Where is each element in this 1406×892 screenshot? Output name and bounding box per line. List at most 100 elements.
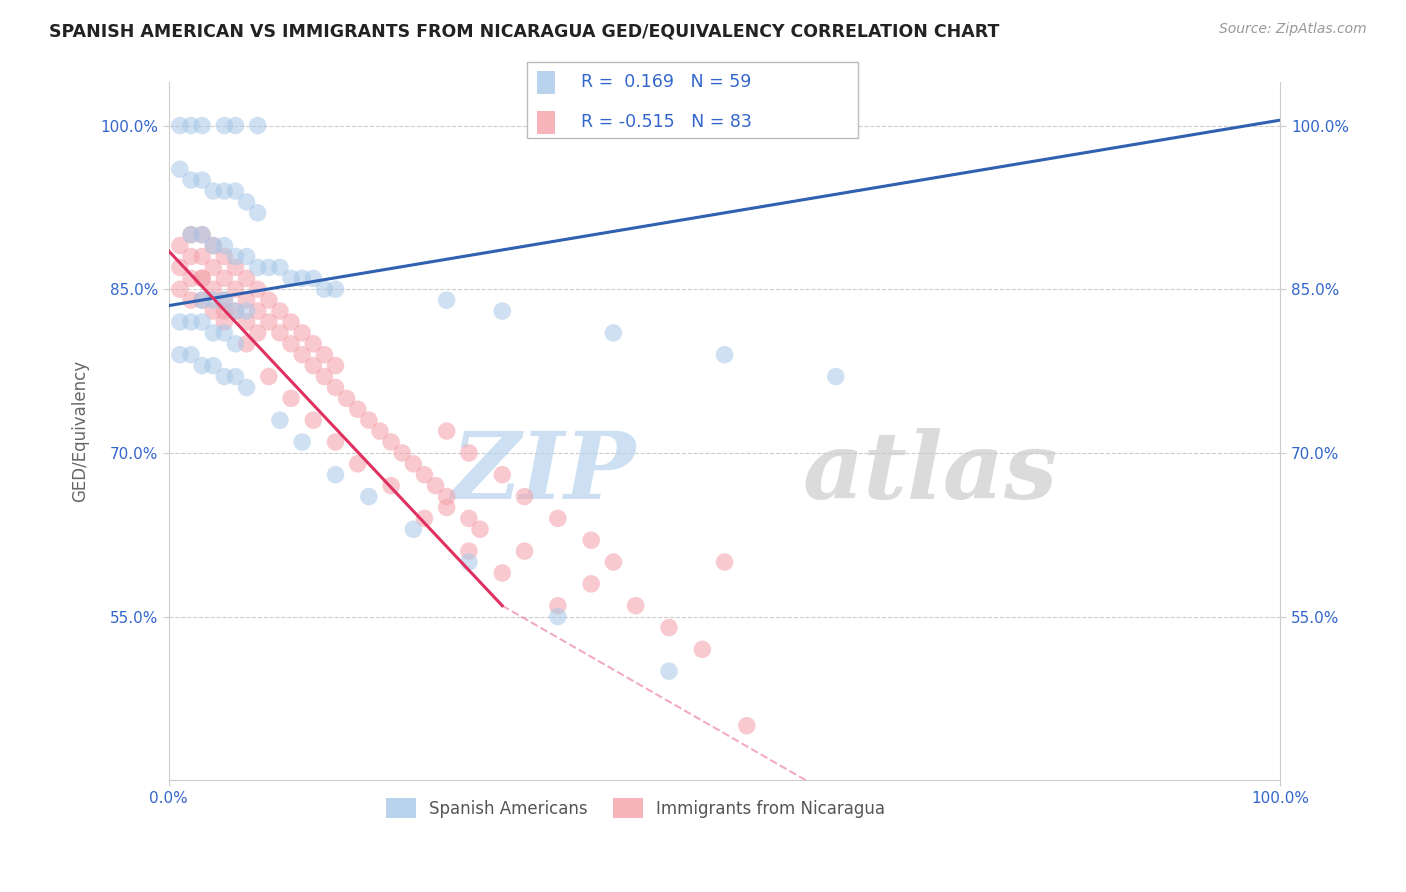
Point xyxy=(169,348,191,362)
Point xyxy=(180,250,202,264)
Point xyxy=(325,435,347,450)
Point xyxy=(246,119,269,133)
Point xyxy=(402,457,425,471)
Point xyxy=(458,446,481,460)
Text: atlas: atlas xyxy=(803,428,1057,518)
Text: SPANISH AMERICAN VS IMMIGRANTS FROM NICARAGUA GED/EQUIVALENCY CORRELATION CHART: SPANISH AMERICAN VS IMMIGRANTS FROM NICA… xyxy=(49,22,1000,40)
Point xyxy=(246,304,269,318)
Point xyxy=(336,392,359,406)
Point xyxy=(513,490,536,504)
Point xyxy=(202,293,225,307)
Point xyxy=(692,642,714,657)
Point xyxy=(224,119,246,133)
Point xyxy=(346,457,368,471)
Point xyxy=(202,304,225,318)
Point xyxy=(224,369,246,384)
Point xyxy=(169,119,191,133)
Point xyxy=(547,609,569,624)
Point xyxy=(224,250,246,264)
Point xyxy=(235,304,257,318)
Point xyxy=(346,402,368,417)
Point xyxy=(202,238,225,252)
Point xyxy=(191,271,214,285)
Point xyxy=(291,326,314,340)
Point xyxy=(214,293,236,307)
Point xyxy=(191,359,214,373)
Point xyxy=(468,522,491,536)
Point xyxy=(436,500,458,515)
Point xyxy=(235,293,257,307)
Point xyxy=(302,271,325,285)
Point xyxy=(368,424,391,438)
Point xyxy=(180,227,202,242)
Point xyxy=(246,260,269,275)
Point xyxy=(169,315,191,329)
Text: R =  0.169   N = 59: R = 0.169 N = 59 xyxy=(581,73,751,91)
Point xyxy=(246,282,269,296)
Point xyxy=(658,621,681,635)
Point xyxy=(169,238,191,252)
Point xyxy=(380,478,402,492)
Point xyxy=(214,119,236,133)
Point xyxy=(191,315,214,329)
Point xyxy=(257,369,280,384)
Point xyxy=(624,599,647,613)
Point xyxy=(191,293,214,307)
Point xyxy=(191,173,214,187)
Point xyxy=(269,260,291,275)
Point xyxy=(280,336,302,351)
Point xyxy=(180,271,202,285)
Point xyxy=(602,326,624,340)
Point xyxy=(214,315,236,329)
Point xyxy=(314,369,336,384)
Point xyxy=(214,184,236,198)
Point xyxy=(191,227,214,242)
Point xyxy=(291,348,314,362)
Point xyxy=(658,664,681,678)
Point xyxy=(269,326,291,340)
Point xyxy=(302,336,325,351)
Point xyxy=(436,424,458,438)
Point xyxy=(458,544,481,558)
Point xyxy=(713,555,735,569)
Point xyxy=(235,336,257,351)
Point xyxy=(235,250,257,264)
Point xyxy=(325,359,347,373)
Point xyxy=(224,282,246,296)
Point xyxy=(191,293,214,307)
Text: ZIP: ZIP xyxy=(451,428,636,518)
Point xyxy=(513,544,536,558)
Point xyxy=(235,271,257,285)
Point xyxy=(325,380,347,394)
Point xyxy=(202,260,225,275)
Point xyxy=(202,282,225,296)
Point xyxy=(280,392,302,406)
Point xyxy=(602,555,624,569)
Point xyxy=(280,315,302,329)
Point xyxy=(824,369,846,384)
Point xyxy=(491,304,513,318)
Point xyxy=(280,271,302,285)
Point xyxy=(269,413,291,427)
Point xyxy=(214,293,236,307)
Point xyxy=(413,511,436,525)
Point xyxy=(291,271,314,285)
Point xyxy=(413,467,436,482)
Point xyxy=(314,348,336,362)
Point xyxy=(180,315,202,329)
Point xyxy=(224,304,246,318)
Point xyxy=(391,446,413,460)
Point xyxy=(735,719,758,733)
Point xyxy=(425,478,447,492)
Point xyxy=(402,522,425,536)
Point xyxy=(180,227,202,242)
Point xyxy=(246,206,269,220)
Point xyxy=(214,238,236,252)
Point xyxy=(191,227,214,242)
Point xyxy=(224,304,246,318)
Point xyxy=(224,260,246,275)
Point xyxy=(436,293,458,307)
Point xyxy=(214,271,236,285)
Text: Source: ZipAtlas.com: Source: ZipAtlas.com xyxy=(1219,22,1367,37)
Point xyxy=(357,490,380,504)
